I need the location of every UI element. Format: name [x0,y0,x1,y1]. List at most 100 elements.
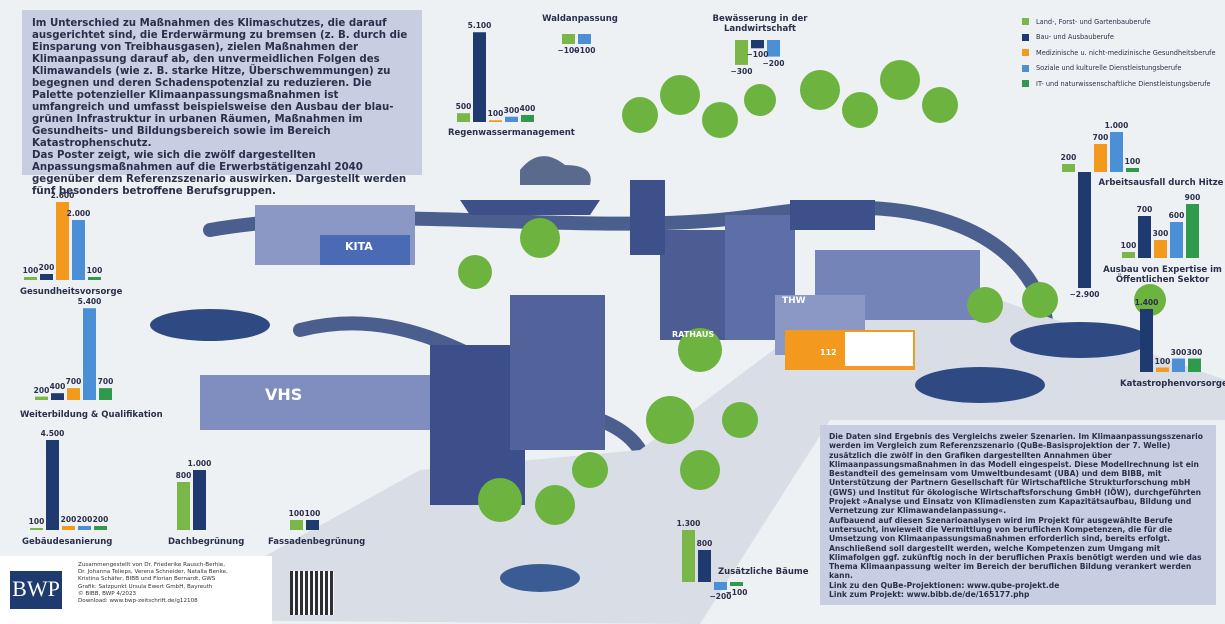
bar [489,120,502,122]
value-label: 200 [86,515,116,524]
value-label: 100 [1118,157,1148,166]
roof [460,200,600,215]
bar [24,277,37,280]
legend-label: Medizinische u. nicht-medizinische Gesun… [1036,49,1216,57]
intro-text: Das Poster zeigt, wie sich die zwölf dar… [32,150,412,198]
bar [290,520,303,530]
ambulance-box [845,332,913,366]
legend-swatch [1022,34,1029,41]
credit-line: © BIBB, BWP 4/2023 [78,591,228,598]
value-label: 700 [1086,133,1116,142]
legend: Land-, Forst- und Gartenbauberufe Bau- un… [1022,14,1216,92]
bar [1094,144,1107,172]
chart-title: Waldanpassung [535,14,625,24]
credit-line: Download: www.bwp-zeitschrift.de/g12108 [78,598,228,605]
value-label: 500 [449,102,479,111]
legend-swatch [1022,18,1029,25]
value-label: 600 [1162,211,1192,220]
intro-box: Im Unterschied zu Maßnahmen des Klimasch… [22,10,422,175]
value-label: 400 [513,104,543,113]
bar [35,397,48,400]
info-text: Die Daten sind Ergebnis des Vergleichs z… [829,432,1207,516]
bar [306,520,319,530]
legend-item: Soziale und kulturelle Dienstleistungsbe… [1022,61,1216,77]
legend-item: Land-, Forst- und Gartenbauberufe [1022,14,1216,30]
chart-title: Ausbau von Expertise im Öffentlichen Sek… [1100,265,1225,285]
bar [1156,368,1169,373]
value-label: 100 [298,509,328,518]
bar [1188,359,1201,373]
value-label: 800 [690,539,720,548]
chart-title: Dachbegrünung [168,537,258,547]
scene-label: RATHAUS [672,330,714,339]
value-label: −200 [759,59,789,68]
legend-label: Land-, Forst- und Gartenbauberufe [1036,18,1151,26]
value-label: 1.000 [185,459,215,468]
building [790,200,875,230]
value-label: 1.300 [674,519,704,528]
value-label: 700 [1130,205,1160,214]
poster: Im Unterschied zu Maßnahmen des Klimasch… [0,0,1225,624]
legend-item: Medizinische u. nicht-medizinische Gesun… [1022,45,1216,61]
chart-title: Arbeitsausfall durch Hitze [1097,178,1225,188]
value-label: 200 [1054,153,1084,162]
bar [730,582,743,586]
chart-title: Regenwassermanagement [448,128,578,138]
legend-swatch [1022,49,1029,56]
credits: BWP Zusammengestellt von Dr. Friederike … [0,556,272,624]
value-label: −100 [570,46,600,55]
value-label: 200 [32,263,62,272]
value-label: 300 [1146,229,1176,238]
chart-title: Bewässerung in der Landwirtschaft [700,14,820,34]
value-label: 2.000 [64,209,94,218]
legend-swatch [1022,80,1029,87]
value-label: 5.400 [75,297,105,306]
lake [1010,322,1150,358]
value-label: 700 [91,377,121,386]
chart-title: Katastrophenvorsorge [1120,379,1225,389]
value-label: 900 [1178,193,1208,202]
info-text: Link zu den QuBe-Projektionen: www.qube-… [829,581,1207,590]
bar [578,34,591,44]
cloud [520,156,591,185]
credit-lines: Zusammengestellt von Dr. Friederike Raus… [78,562,228,605]
value-label: 5.100 [465,21,495,30]
legend-label: Bau- und Ausbauberufe [1036,33,1114,41]
lake [915,367,1045,403]
bar [78,526,91,530]
bar [99,388,112,400]
bar [1122,252,1135,258]
info-box: Die Daten sind Ergebnis des Vergleichs z… [820,425,1216,605]
legend-item: IT- und naturwissenschaftliche Dienstlei… [1022,76,1216,92]
chart-title: Fassadenbegrünung [268,537,368,547]
value-label: 300 [1180,348,1210,357]
legend-label: IT- und naturwissenschaftliche Dienstlei… [1036,80,1211,88]
bar [682,530,695,582]
info-text: Aufbauend auf diesen Szenarioanalysen wi… [829,516,1207,581]
bar [1078,172,1091,288]
bar [562,34,575,44]
value-label: 2.600 [48,191,78,200]
bar [1154,240,1167,258]
value-label: 100 [1114,241,1144,250]
tower [510,295,605,450]
value-label: 100 [80,266,110,275]
fountain [500,564,580,592]
value-label: −300 [727,67,757,76]
chart-title: Gesundheitsvorsorge [20,287,150,297]
legend-label: Soziale und kulturelle Dienstleistungsbe… [1036,64,1181,72]
bar [94,526,107,530]
intro-text: Im Unterschied zu Maßnahmen des Klimasch… [32,18,412,150]
scene-label: THW [782,296,806,306]
bar [1126,168,1139,172]
value-label: −100 [722,588,752,597]
info-text: Link zum Projekt: www.bibb.de/de/165177.… [829,590,1207,599]
value-label: 100 [1148,357,1178,366]
value-label: 4.500 [38,429,68,438]
bar [698,550,711,582]
bar [88,277,101,280]
vhs-building [200,375,430,430]
qr-code [290,571,334,615]
legend-item: Bau- und Ausbauberufe [1022,30,1216,46]
value-label: 1.000 [1102,121,1132,130]
